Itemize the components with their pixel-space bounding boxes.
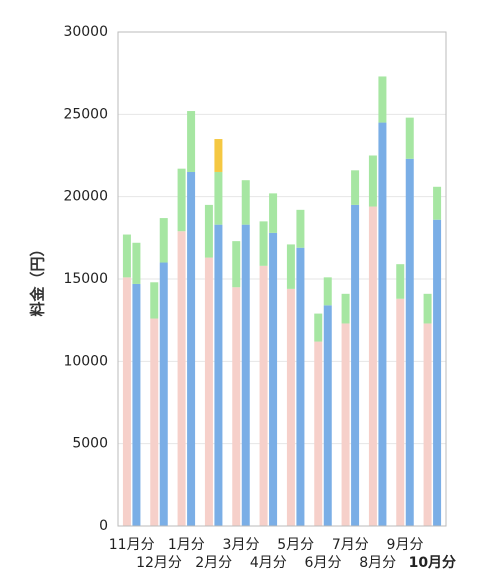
bar-curr-base [187, 171, 196, 526]
bar-curr-base [433, 219, 442, 526]
bar-curr-top [405, 117, 414, 159]
bar-prev-top [341, 293, 350, 324]
bar-prev-top [314, 313, 323, 342]
x-category-label: 8月分 [359, 555, 396, 571]
bar-prev-base [423, 323, 432, 526]
y-tick-label: 25000 [63, 106, 108, 122]
y-axis-title: 料金（円） [29, 241, 47, 316]
bar-prev-base [259, 265, 268, 526]
x-category-label: 11月分 [109, 537, 155, 553]
bar-curr-top [351, 170, 360, 205]
y-tick-label: 5000 [72, 436, 108, 452]
bar-curr-top [378, 76, 387, 123]
bar-prev-top [259, 221, 268, 266]
bar-prev-top [286, 244, 295, 289]
bar-curr-top [132, 242, 141, 284]
bar-prev-base [232, 287, 241, 526]
bar-prev-top [122, 234, 131, 278]
y-tick-label: 20000 [63, 189, 108, 205]
bar-curr-base [351, 204, 360, 526]
bar-prev-base [314, 341, 323, 526]
plot-frame [117, 31, 447, 527]
bar-curr-base [132, 283, 141, 526]
bar-curr-base [296, 247, 305, 526]
bar-prev-base [177, 231, 186, 526]
x-category-label: 7月分 [332, 537, 369, 553]
bar-curr-extra [214, 139, 223, 172]
y-tick-labels: 0 5000 10000 15000 20000 25000 30000 [63, 24, 108, 534]
bar-curr-base [269, 232, 278, 526]
bar-prev-top [177, 168, 186, 232]
y-tick-label: 15000 [63, 271, 108, 287]
bar-prev-top [368, 155, 377, 207]
x-category-label: 12月分 [136, 555, 182, 571]
grid-layer [118, 113, 446, 445]
bar-curr-top [269, 193, 278, 233]
x-category-label: 3月分 [223, 537, 260, 553]
bar-prev-top [150, 282, 159, 319]
x-category-label: 10月分 [409, 555, 456, 571]
y-tick-label: 30000 [63, 24, 108, 40]
bar-prev-base [122, 277, 131, 526]
bar-curr-top [187, 111, 196, 172]
x-category-label: 5月分 [277, 537, 314, 553]
bar-curr-top [241, 180, 250, 225]
bar-curr-base [159, 262, 168, 526]
bar-curr-top [159, 218, 168, 263]
y-tick-label: 10000 [63, 353, 108, 369]
bar-prev-base [341, 323, 350, 526]
bar-prev-base [204, 257, 213, 526]
x-category-labels: 11月分 12月分 1月分 2月分 3月分 4月分 5月分 6月分 7月分 8月分 9月分 10月分 [109, 537, 456, 571]
bar-prev-top [204, 204, 213, 258]
x-category-label: 2月分 [195, 555, 232, 571]
bar-prev-top [396, 264, 405, 299]
bar-prev-base [368, 206, 377, 527]
y-tick-label: 0 [99, 518, 108, 534]
bar-prev-top [423, 293, 432, 324]
bar-curr-base [241, 224, 250, 526]
x-category-label: 4月分 [250, 555, 287, 571]
x-category-label: 9月分 [387, 537, 424, 553]
bar-curr-top [214, 171, 223, 225]
x-category-label: 6月分 [305, 555, 342, 571]
bar-prev-base [286, 288, 295, 526]
bar-curr-base [378, 122, 387, 526]
bar-curr-base [214, 224, 223, 526]
bar-curr-top [433, 186, 442, 220]
bar-curr-top [296, 209, 305, 248]
bar-curr-base [405, 158, 414, 527]
bar-prev-top [232, 241, 241, 288]
bar-prev-base [396, 298, 405, 526]
x-category-label: 1月分 [168, 537, 205, 553]
bar-prev-base [150, 318, 159, 526]
bars-layer [122, 76, 442, 527]
bar-curr-base [323, 305, 332, 526]
bar-curr-top [323, 277, 332, 306]
